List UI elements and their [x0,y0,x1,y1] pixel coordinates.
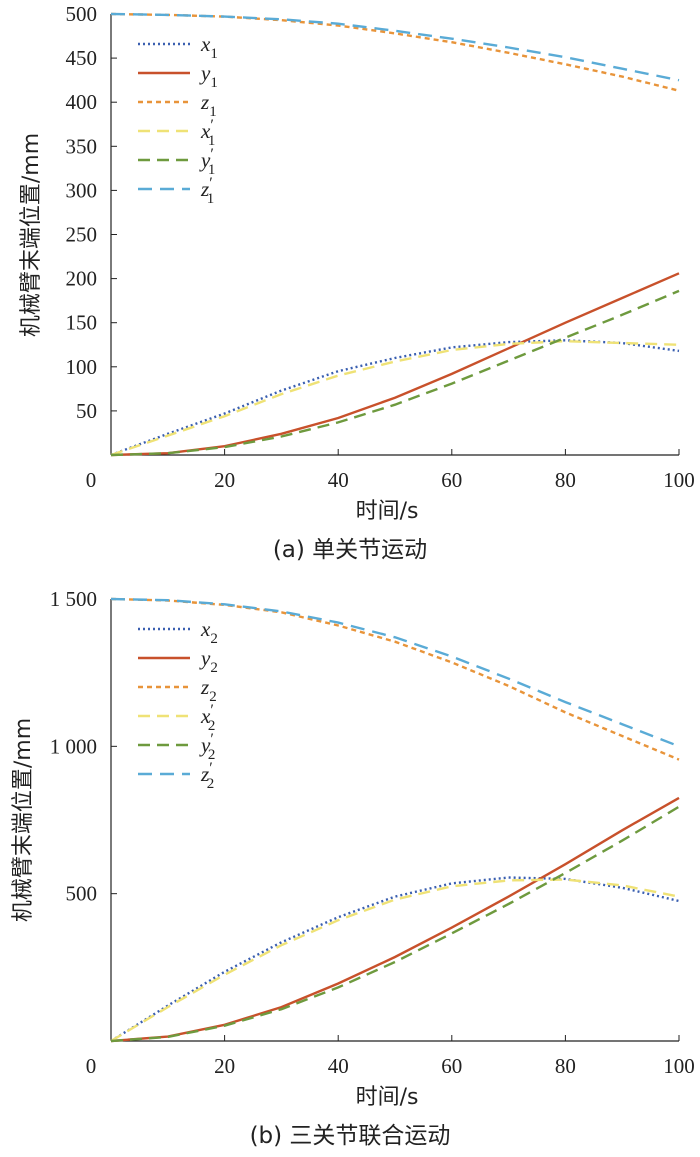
legend-label-prime: ′ [210,731,214,748]
legend-label: z′ 1 [200,175,214,207]
x-tick-label: 40 [328,468,349,492]
chart-panel-a: 50 100 150 200 250 300 350 400 450 500 0 20 40 60 80 10… [19,2,695,563]
y-tick-label: 450 [66,46,98,70]
legend-label-sub: 2 [208,747,216,763]
x-tick-label: 20 [214,468,235,492]
legend-label-base: x [200,119,211,143]
x-tick-label: 60 [441,468,462,492]
y-tick-label: 200 [66,267,98,291]
x-tick-label: 20 [214,1054,235,1078]
legend-label-base: x [200,617,211,641]
legend-label: x′ 2 [200,702,215,734]
legend-label-sub: 1 [209,104,217,120]
y-tick-label: 50 [76,399,97,423]
legend-label: y′ 2 [199,731,215,763]
legend-label-base: x [200,32,211,56]
x-tick-label: 0 [86,468,97,492]
series-line-y1 [110,272,680,457]
legend-label-sub: 1 [208,133,216,149]
legend-label: y1 [199,61,218,91]
legend-label: x2 [200,617,218,647]
legend-label-base: y [199,61,211,85]
x-tick-label: 80 [555,1054,576,1078]
x-tick-label: 0 [86,1054,97,1078]
legend-label: x′ 1 [200,117,215,149]
series-line-zp2 [110,597,680,748]
legend-label-prime: ′ [210,117,214,134]
legend-label-sub: 2 [208,718,216,734]
x-tick-label: 100 [663,1054,695,1078]
y-axis-title: 机械臂末端位置/mm [11,718,36,922]
y-tick-label: 400 [66,90,98,114]
legend-label-prime: ′ [209,760,213,777]
series-line-y2 [110,796,680,1043]
legend-label: y′ 1 [199,146,215,178]
legend-label-sub: 2 [207,776,215,792]
series-line-zp1 [110,12,680,82]
legend-label-base: z [200,675,209,699]
series-line-z1 [110,12,680,92]
x-tick-label: 100 [663,468,695,492]
legend-label: z2 [200,675,217,705]
series-line-x2 [110,876,680,1043]
legend-label-prime: ′ [210,702,214,719]
legend-label-sub: 1 [208,162,216,178]
x-tick-label: 40 [328,1054,349,1078]
legend-label-base: y [199,733,211,757]
legend-label-sub: 2 [210,660,218,676]
series-line-xp2 [110,878,680,1043]
legend-label-sub: 1 [210,75,218,91]
y-tick-label: 500 [66,882,98,906]
legend-label: y2 [199,646,218,676]
y-tick-label: 250 [66,223,98,247]
legend-label-sub: 2 [209,689,217,705]
y-tick-label: 1 500 [50,587,97,611]
legend-label-base: z [200,762,209,786]
legend-label: z′ 2 [200,760,214,792]
chart-panel-b: 500 1 000 1 500 0 20 40 60 80 100 时间/s 机械臂末端位置/mm (… [11,587,695,1149]
y-axis-title: 机械臂末端位置/mm [19,133,44,337]
legend-label-prime: ′ [209,175,213,192]
legend-label-sub: 2 [210,631,218,647]
series-line-yp1 [110,289,680,457]
legend-label-sub: 1 [207,191,215,207]
x-axis-title: 时间/s [356,1085,419,1110]
series-line-x1 [110,339,680,457]
y-tick-label: 350 [66,134,98,158]
series-line-xp1 [110,339,680,457]
figure-caption: (b) 三关节联合运动 [250,1123,451,1149]
series-line-z2 [110,597,680,761]
y-tick-label: 150 [66,311,98,335]
y-tick-label: 300 [66,178,98,202]
legend-label-sub: 1 [210,46,218,62]
series-line-yp2 [110,805,680,1043]
legend-label-base: z [200,177,209,201]
legend-label: x1 [200,32,218,62]
legend-label-base: x [200,704,211,728]
legend-label-base: y [199,646,211,670]
y-tick-label: 1 000 [50,734,97,758]
y-tick-label: 100 [66,355,98,379]
legend-label-base: z [200,90,209,114]
legend-label-prime: ′ [210,146,214,163]
x-tick-label: 80 [555,468,576,492]
legend-label-base: y [199,148,211,172]
x-axis-title: 时间/s [356,499,419,524]
y-tick-label: 500 [66,2,98,26]
figure-caption: (a) 单关节运动 [273,537,427,563]
x-tick-label: 60 [441,1054,462,1078]
legend-label: z1 [200,90,217,120]
